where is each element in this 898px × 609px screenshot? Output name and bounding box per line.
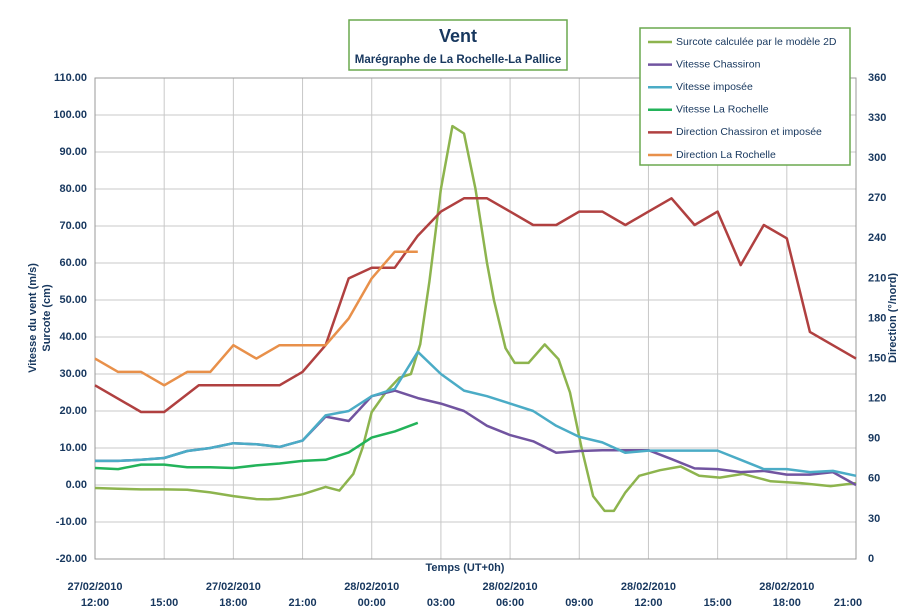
- x-tick-label: 18:00: [773, 597, 801, 609]
- x-tick-label: 21:00: [288, 597, 316, 609]
- series-line: [94, 250, 418, 387]
- x-tick-date: 28/02/2010: [759, 581, 814, 593]
- y2-tick-label: 150: [868, 352, 886, 364]
- y-tick-label: -10.00: [56, 516, 87, 528]
- x-tick-date: 28/02/2010: [483, 581, 538, 593]
- y2-tick-label: 180: [868, 312, 886, 324]
- legend: Surcote calculée par le modèle 2D Vitesse…: [639, 27, 851, 166]
- x-tick-label: 00:00: [358, 597, 386, 609]
- series-line: [95, 389, 857, 487]
- y2-tick-label: 0: [868, 553, 874, 565]
- y-tick-label: 10.00: [59, 442, 87, 454]
- y2-tick-label: 60: [868, 473, 880, 485]
- x-tick-label: 18:00: [219, 597, 247, 609]
- y2-tick-label: 120: [868, 393, 886, 405]
- legend-label: Vitesse imposée: [676, 81, 753, 93]
- y2-axis-label: Direction (°/nord): [887, 273, 898, 363]
- y-tick-label: 110.00: [54, 72, 87, 84]
- x-tick-label: 15:00: [150, 597, 178, 609]
- y-tick-label: 40.00: [59, 331, 87, 343]
- plot-border: [94, 77, 857, 560]
- title-box: [348, 19, 568, 71]
- y-tick-label: -20.00: [56, 553, 87, 565]
- y2-tick-label: 300: [868, 152, 886, 164]
- chart-subtitle: Marégraphe de La Rochelle-La Pallice: [355, 54, 561, 66]
- x-tick-date: 28/02/2010: [621, 581, 676, 593]
- y-axis-label: Vitesse du vent (m/s): [27, 263, 39, 373]
- y-tick-label: 100.00: [53, 109, 87, 121]
- y-axis-label: Surcote (cm): [41, 284, 53, 352]
- x-tick-date: 27/02/2010: [67, 581, 122, 593]
- x-tick-label: 12:00: [81, 597, 109, 609]
- y2-tick-label: 90: [868, 433, 880, 445]
- x-tick-label: 06:00: [496, 597, 524, 609]
- y-tick-label: 60.00: [59, 257, 87, 269]
- x-tick-label: 03:00: [427, 597, 455, 609]
- x-tick-label: 21:00: [834, 597, 862, 609]
- legend-label: Surcote calculée par le modèle 2D: [676, 36, 837, 48]
- x-tick-label: 12:00: [634, 597, 662, 609]
- y-tick-label: 50.00: [59, 294, 87, 306]
- y2-tick-label: 210: [868, 272, 886, 284]
- y2-tick-label: 330: [868, 112, 886, 124]
- y-tick-label: 70.00: [59, 220, 87, 232]
- x-tick-date: 27/02/2010: [206, 581, 261, 593]
- legend-label: Vitesse La Rochelle: [676, 104, 769, 116]
- y-tick-label: 30.00: [59, 368, 87, 380]
- legend-label: Direction Chassiron et imposée: [676, 126, 822, 138]
- y-tick-label: 0.00: [66, 479, 87, 491]
- x-tick-label: 15:00: [704, 597, 732, 609]
- y2-tick-label: 270: [868, 192, 886, 204]
- x-tick-label: 09:00: [565, 597, 593, 609]
- y2-tick-label: 360: [868, 72, 886, 84]
- legend-label: Direction La Rochelle: [676, 149, 776, 161]
- y-tick-label: 20.00: [59, 405, 87, 417]
- y-tick-label: 90.00: [59, 146, 87, 158]
- legend-box: [639, 27, 851, 166]
- x-tick-date: 28/02/2010: [344, 581, 399, 593]
- x-axis-label: Temps (UT+0h): [426, 562, 505, 574]
- y-tick-label: 80.00: [59, 183, 87, 195]
- legend-label: Vitesse Chassiron: [676, 58, 761, 70]
- series-line: [95, 350, 857, 478]
- y2-tick-label: 240: [868, 232, 886, 244]
- chart-title: Vent: [439, 26, 477, 46]
- y2-tick-label: 30: [868, 513, 880, 525]
- series-line: [94, 421, 419, 471]
- series-line: [94, 197, 857, 414]
- series-line: [94, 124, 857, 513]
